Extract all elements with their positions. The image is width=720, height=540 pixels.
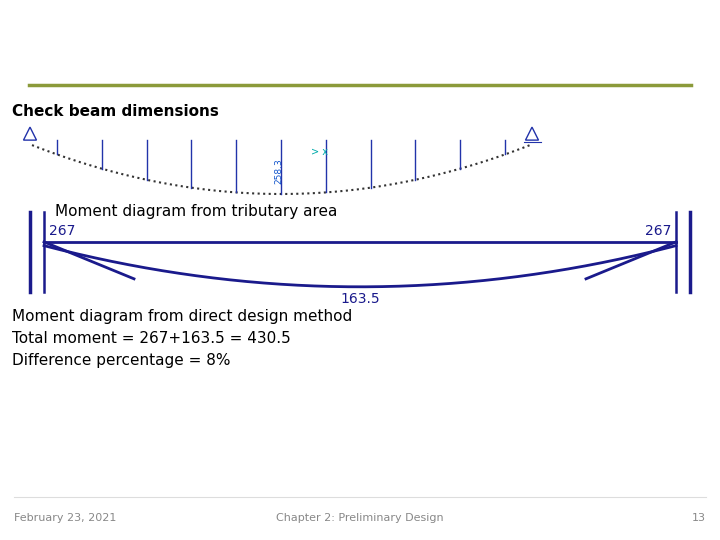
Text: Difference percentage = 8%: Difference percentage = 8%	[12, 353, 230, 368]
Text: 13: 13	[692, 513, 706, 523]
Text: Check beam dimensions: Check beam dimensions	[12, 104, 219, 119]
Text: Chapter 2: Preliminary Design: Chapter 2: Preliminary Design	[276, 513, 444, 523]
Text: Moment diagram from direct design method: Moment diagram from direct design method	[12, 309, 352, 324]
Text: Total moment = 267+163.5 = 430.5: Total moment = 267+163.5 = 430.5	[12, 330, 291, 346]
Text: 258.3: 258.3	[274, 158, 284, 184]
Text: > x: > x	[311, 147, 328, 157]
Text: 267: 267	[644, 224, 671, 238]
Text: Manual Checks for Dimensions: Manual Checks for Dimensions	[120, 20, 600, 48]
Text: 163.5: 163.5	[340, 292, 380, 306]
Text: 267: 267	[49, 224, 76, 238]
Text: February 23, 2021: February 23, 2021	[14, 513, 117, 523]
Text: Moment diagram from tributary area: Moment diagram from tributary area	[55, 204, 338, 219]
